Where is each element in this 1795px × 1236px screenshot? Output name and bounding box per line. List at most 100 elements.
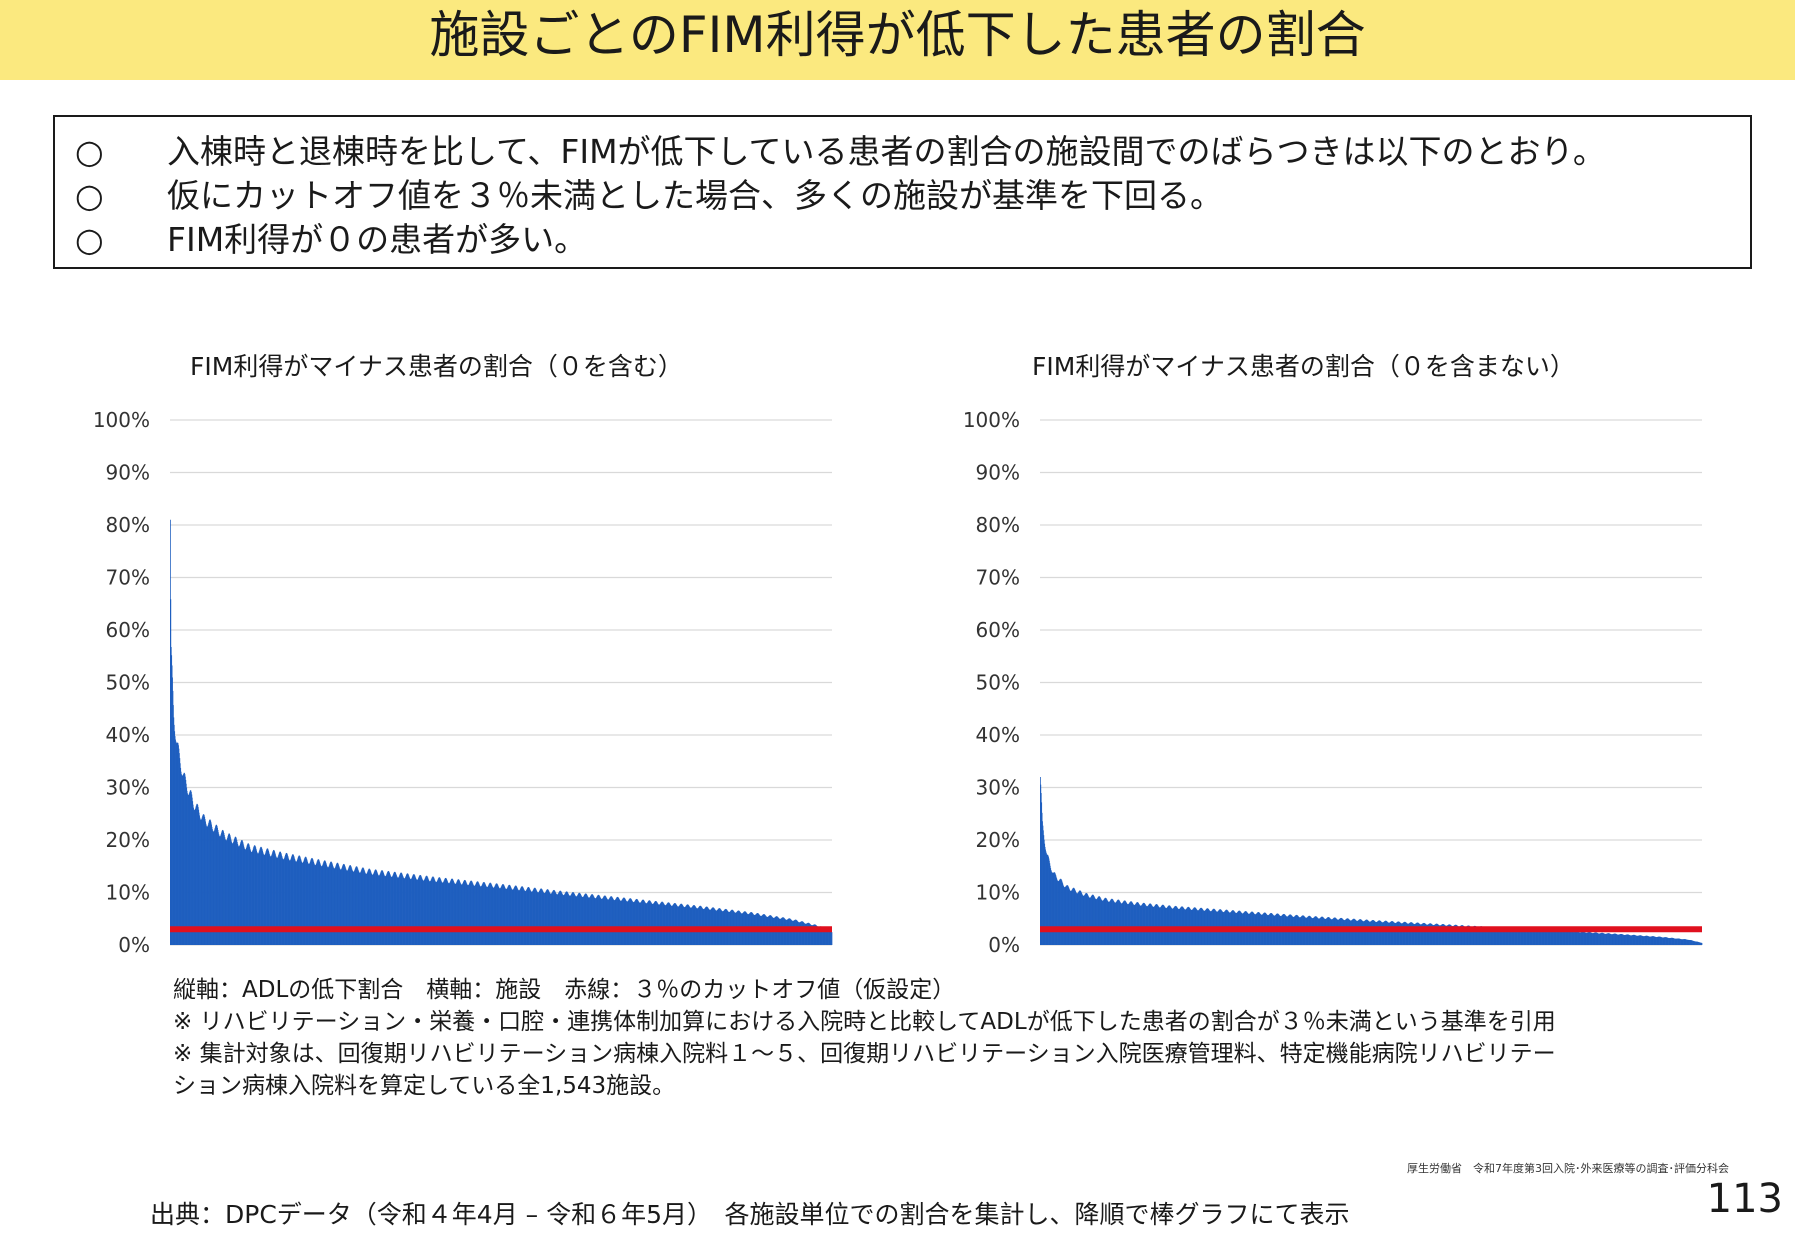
facility-bar xyxy=(1525,928,1527,945)
facility-bar xyxy=(433,877,435,945)
facility-bar xyxy=(1163,905,1164,945)
facility-bar xyxy=(1338,919,1339,945)
facility-bar xyxy=(1468,925,1470,945)
facility-bar xyxy=(1489,927,1491,945)
facility-bar xyxy=(1556,930,1558,945)
facility-bar xyxy=(397,877,399,945)
facility-bar xyxy=(1664,937,1666,945)
facility-bar xyxy=(191,797,193,945)
facility-bar xyxy=(1567,931,1569,945)
facility-bar xyxy=(587,895,588,945)
facility-bar xyxy=(1154,904,1156,945)
facility-bar xyxy=(1060,878,1062,945)
facility-bar xyxy=(425,876,427,945)
facility-bar xyxy=(1457,926,1459,945)
facility-bar xyxy=(233,839,235,945)
facility-bar xyxy=(409,878,411,945)
facility-bar xyxy=(359,872,360,945)
facility-bar xyxy=(647,901,649,945)
facility-bar xyxy=(1541,930,1543,945)
facility-bar xyxy=(437,878,439,945)
facility-bar xyxy=(1504,928,1506,945)
facility-bar xyxy=(219,836,221,945)
facility-bar xyxy=(475,883,477,945)
facility-bar xyxy=(513,888,515,945)
facility-bar xyxy=(1602,933,1604,945)
facility-bar xyxy=(363,867,364,945)
facility-bar xyxy=(1447,925,1448,945)
facility-bar xyxy=(1116,901,1118,945)
facility-bar xyxy=(1551,930,1553,945)
facility-bar xyxy=(1590,932,1591,945)
facility-bar xyxy=(377,874,379,945)
facility-bar xyxy=(1608,933,1610,945)
facility-bar xyxy=(828,930,830,945)
facility-bar xyxy=(1626,934,1628,945)
facility-bar xyxy=(358,872,360,945)
facility-bar xyxy=(207,824,209,945)
facility-bar xyxy=(644,901,645,945)
facility-bar xyxy=(650,902,652,945)
facility-bar xyxy=(1053,872,1055,945)
facility-bar xyxy=(383,874,385,945)
facility-bar xyxy=(1099,896,1101,945)
facility-bar xyxy=(441,881,442,945)
facility-bar xyxy=(251,852,252,945)
facility-bar xyxy=(1132,903,1134,945)
facility-bar xyxy=(223,833,225,945)
facility-bar xyxy=(815,924,817,945)
facility-bar xyxy=(319,863,321,945)
facility-bar xyxy=(1683,939,1685,945)
facility-bar xyxy=(678,905,680,945)
facility-bar xyxy=(663,903,665,945)
facility-bar xyxy=(1108,901,1109,945)
facility-bar xyxy=(1496,928,1498,945)
facility-bar xyxy=(190,790,192,945)
facility-bar xyxy=(1434,924,1436,945)
facility-bar xyxy=(1059,879,1061,945)
facility-bar xyxy=(345,869,347,945)
facility-bar xyxy=(242,843,244,945)
facility-bar xyxy=(1483,927,1485,945)
facility-bar xyxy=(1602,932,1604,945)
facility-bar xyxy=(1490,928,1492,945)
facility-bar xyxy=(249,847,251,945)
facility-bar xyxy=(411,878,412,945)
facility-bar xyxy=(1048,858,1050,945)
facility-bar xyxy=(593,896,595,945)
facility-bar xyxy=(790,919,792,945)
facility-bar xyxy=(605,897,607,945)
facility-bar xyxy=(1676,938,1678,945)
facility-bar xyxy=(561,893,563,945)
facility-bar xyxy=(288,860,290,945)
facility-bar xyxy=(541,888,542,945)
facility-bar xyxy=(1462,925,1463,945)
facility-bar xyxy=(794,919,796,945)
facility-bar xyxy=(291,854,293,945)
facility-bar xyxy=(448,883,449,945)
facility-bar xyxy=(360,870,362,945)
facility-bar xyxy=(1567,931,1569,945)
facility-bar xyxy=(640,902,642,945)
facility-bar xyxy=(225,840,227,945)
facility-bar xyxy=(184,772,185,945)
facility-bar xyxy=(629,898,631,945)
facility-bar xyxy=(1163,906,1165,945)
facility-bar xyxy=(506,888,508,945)
facility-bar xyxy=(511,889,513,945)
facility-bar xyxy=(381,870,383,945)
facility-bar xyxy=(1048,856,1049,945)
facility-bar xyxy=(209,820,210,945)
facility-bar xyxy=(299,855,300,945)
facility-bar xyxy=(1449,924,1451,945)
facility-bar xyxy=(194,810,195,945)
facility-bar xyxy=(1375,922,1377,945)
facility-bar xyxy=(268,850,270,945)
facility-bar xyxy=(1635,935,1637,945)
facility-bar xyxy=(222,829,224,945)
facility-bar xyxy=(1173,907,1175,945)
facility-bar xyxy=(1498,928,1499,945)
facility-bar xyxy=(452,879,454,945)
facility-bar xyxy=(807,922,809,945)
facility-bar xyxy=(312,860,314,945)
